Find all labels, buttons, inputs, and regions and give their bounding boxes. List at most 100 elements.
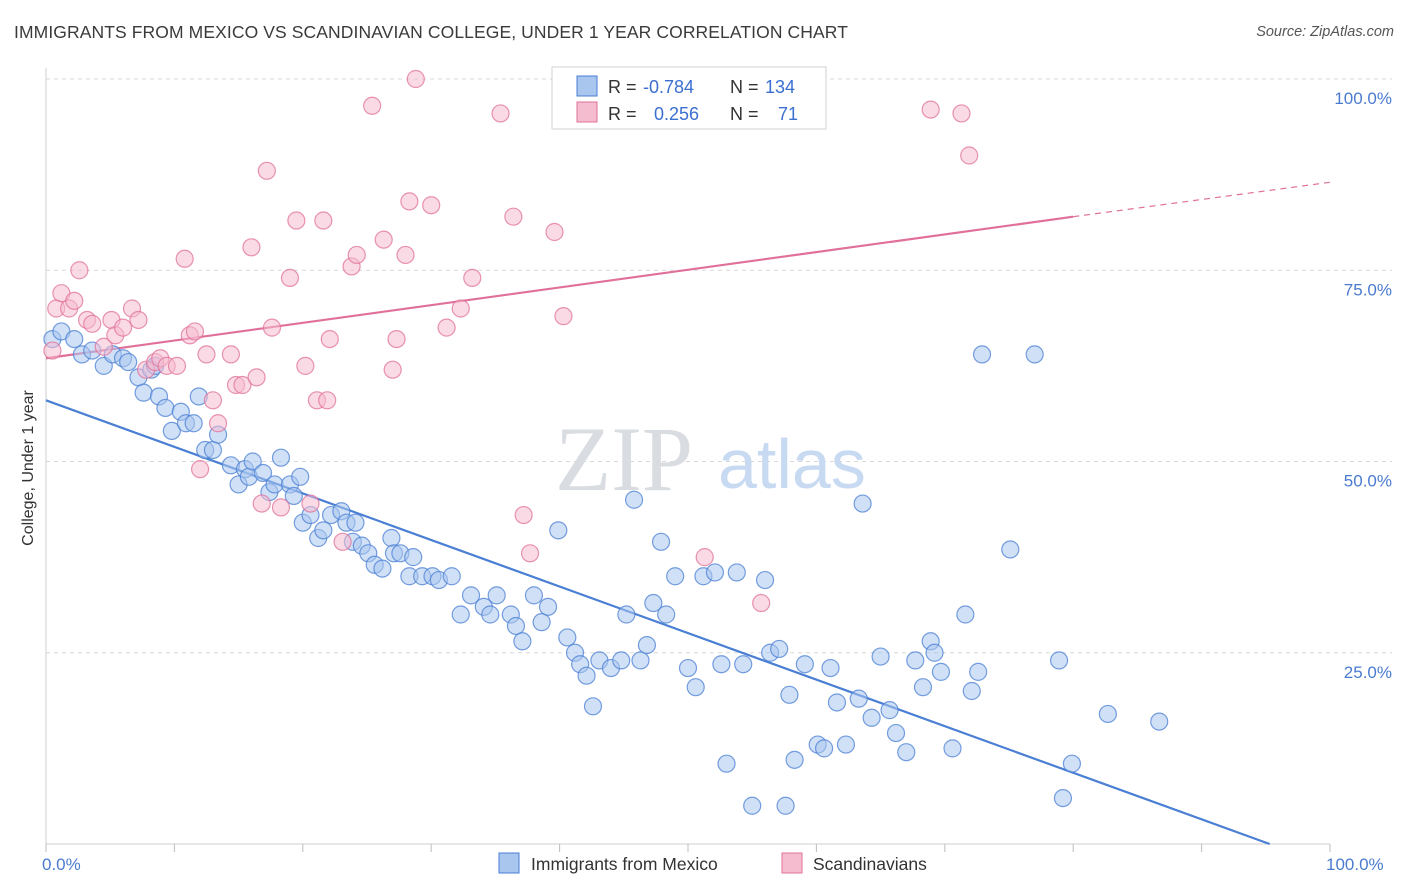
data-point <box>931 662 951 681</box>
legend-n-label-1: N = <box>730 77 759 97</box>
data-point <box>644 593 663 613</box>
data-point <box>396 245 415 265</box>
data-point <box>962 681 981 701</box>
data-point <box>243 452 262 471</box>
data-point <box>70 261 89 280</box>
data-point <box>296 356 315 375</box>
data-point <box>734 655 753 674</box>
data-point <box>545 222 564 242</box>
data-point <box>320 330 339 349</box>
data-point <box>577 666 596 685</box>
data-point <box>314 521 333 540</box>
data-point <box>776 796 795 815</box>
legend-r-value-1: -0.784 <box>643 77 694 97</box>
data-point <box>346 513 365 532</box>
data-point <box>972 345 992 364</box>
data-point <box>524 586 544 605</box>
data-point <box>969 662 988 681</box>
data-point <box>815 739 834 758</box>
data-point <box>538 597 558 616</box>
data-point <box>943 739 962 758</box>
data-point <box>657 605 676 624</box>
trend-lines <box>45 181 1331 846</box>
data-point <box>262 318 282 337</box>
legend-r-value-2: 0.256 <box>654 104 699 124</box>
legend-r-label-1: R = <box>608 77 637 97</box>
data-point <box>549 521 568 540</box>
data-point <box>686 678 705 697</box>
data-point <box>129 310 148 330</box>
data-point <box>886 723 906 743</box>
data-point <box>437 318 456 337</box>
data-point <box>167 356 187 375</box>
data-point <box>727 563 746 582</box>
bottom-legend: Immigrants from Mexico Scandinavians <box>498 852 927 874</box>
data-point <box>382 528 401 548</box>
trend-line-scandinavians <box>45 215 1074 360</box>
data-point <box>373 559 392 578</box>
data-point <box>752 593 771 613</box>
data-point <box>612 651 631 670</box>
data-point <box>291 467 310 486</box>
data-point <box>666 567 685 586</box>
data-point <box>827 693 847 712</box>
data-point <box>880 701 899 720</box>
legend-n-label-2: N = <box>730 104 759 124</box>
data-point <box>280 268 300 287</box>
data-point <box>491 104 510 123</box>
data-point <box>184 414 203 433</box>
data-point <box>301 494 320 513</box>
data-point <box>203 440 223 460</box>
data-point <box>463 268 482 287</box>
data-point <box>651 532 671 551</box>
data-point <box>242 238 261 257</box>
data-point <box>175 249 194 268</box>
data-point <box>913 678 933 697</box>
data-point <box>253 463 273 483</box>
y-axis-title: College, Under 1 year <box>20 390 37 546</box>
data-point <box>247 368 266 387</box>
data-point <box>185 322 205 341</box>
data-point <box>1025 345 1044 364</box>
data-point <box>960 146 979 165</box>
data-point <box>583 697 603 716</box>
y-tick-labels: 100.0% 75.0% 50.0% 25.0% <box>1334 89 1392 682</box>
data-point <box>387 330 406 349</box>
data-point <box>284 486 303 506</box>
legend: R = -0.784 N = 134 R = 0.256 N = 71 <box>551 66 827 130</box>
data-point <box>221 345 240 364</box>
series-mexico <box>43 322 1169 815</box>
watermark-zip: ZIP <box>555 408 693 510</box>
data-point <box>422 196 441 215</box>
data-point <box>755 570 775 590</box>
data-point <box>624 490 644 509</box>
data-point <box>532 613 551 632</box>
data-point <box>83 314 102 333</box>
data-point <box>287 211 306 230</box>
data-point <box>119 352 138 372</box>
data-point <box>853 494 872 513</box>
data-point <box>461 586 481 605</box>
x-tick-label-min: 0.0% <box>42 855 81 874</box>
data-point <box>156 398 175 418</box>
data-point <box>318 391 337 410</box>
bottom-legend-mexico: Immigrants from Mexico <box>531 854 718 874</box>
data-point <box>257 161 276 180</box>
data-point <box>134 383 153 402</box>
data-point <box>504 207 523 226</box>
data-point <box>406 69 425 89</box>
data-point <box>631 651 650 670</box>
data-point <box>1053 788 1073 808</box>
data-point <box>197 345 216 364</box>
watermark-atlas: atlas <box>718 425 866 503</box>
data-point <box>743 796 762 815</box>
data-point <box>780 685 799 704</box>
data-point <box>554 307 573 326</box>
data-point <box>678 658 698 678</box>
chart-title: IMMIGRANTS FROM MEXICO VS SCANDINAVIAN C… <box>14 22 848 42</box>
data-point <box>1062 754 1082 773</box>
data-point <box>43 341 62 360</box>
data-point <box>400 192 419 211</box>
y-tick-label: 75.0% <box>1344 280 1392 299</box>
